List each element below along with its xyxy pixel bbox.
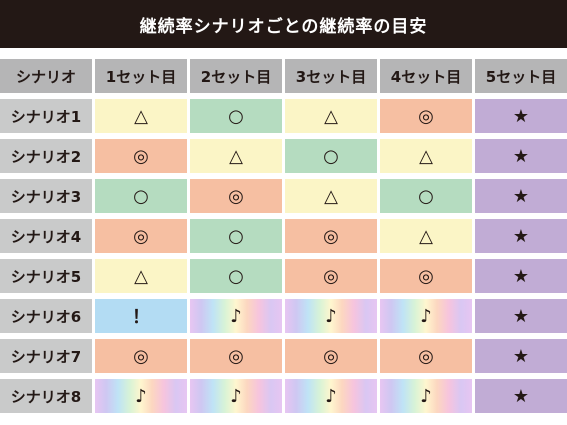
- rating-cell: ♪: [285, 379, 377, 413]
- rating-cell: ○: [190, 99, 282, 133]
- table-title: 継続率シナリオごとの継続率の目安: [0, 0, 567, 48]
- rating-cell: ◎: [285, 339, 377, 373]
- rating-cell: ★: [475, 339, 567, 373]
- rating-cell: ◎: [380, 99, 472, 133]
- row-label: シナリオ8: [0, 379, 92, 413]
- rating-cell: ★: [475, 299, 567, 333]
- rating-cell: △: [380, 219, 472, 253]
- rating-cell: △: [95, 99, 187, 133]
- rating-cell: ○: [380, 179, 472, 213]
- row-label: シナリオ2: [0, 139, 92, 173]
- header-set-1: 1セット目: [95, 59, 187, 93]
- rating-cell: △: [380, 139, 472, 173]
- header-set-5: 5セット目: [475, 59, 567, 93]
- rating-cell: △: [95, 259, 187, 293]
- rating-cell: ◎: [190, 339, 282, 373]
- table-row: シナリオ6！ ♪ ♪ ♪ ★: [0, 299, 567, 333]
- header-set-3: 3セット目: [285, 59, 377, 93]
- rating-cell: ♪: [380, 379, 472, 413]
- table-body: シナリオ1 △ ○ △ ◎ ★ シナリオ2 ◎ △ ○ △ ★ シナリオ3 ○ ◎ △ ○ ★ シナリオ4 ◎ ○ ◎ △ ★…: [0, 99, 567, 413]
- header-row: シナリオ 1セット目 2セット目 3セット目 4セット目 5セット目: [0, 59, 567, 93]
- rating-cell: ○: [190, 259, 282, 293]
- table-row: シナリオ3 ○ ◎ △ ○ ★: [0, 179, 567, 213]
- table-row: シナリオ8 ♪ ♪ ♪ ♪ ★: [0, 379, 567, 413]
- rating-cell: ◎: [285, 219, 377, 253]
- rating-cell: ◎: [95, 339, 187, 373]
- rating-cell: ◎: [190, 179, 282, 213]
- scenario-table: シナリオ 1セット目 2セット目 3セット目 4セット目 5セット目 シナリオ1…: [0, 53, 567, 419]
- header-set-2: 2セット目: [190, 59, 282, 93]
- rating-cell: ♪: [190, 379, 282, 413]
- header-set-4: 4セット目: [380, 59, 472, 93]
- row-label: シナリオ7: [0, 339, 92, 373]
- table-row: シナリオ2 ◎ △ ○ △ ★: [0, 139, 567, 173]
- rating-cell: ★: [475, 139, 567, 173]
- row-label: シナリオ5: [0, 259, 92, 293]
- rating-cell: ★: [475, 259, 567, 293]
- table-row: シナリオ5 △ ○ ◎ ◎ ★: [0, 259, 567, 293]
- table-row: シナリオ7 ◎ ◎ ◎ ◎ ★: [0, 339, 567, 373]
- rating-cell: ◎: [95, 139, 187, 173]
- rating-cell: ♪: [95, 379, 187, 413]
- row-label: シナリオ6: [0, 299, 92, 333]
- rating-cell: ★: [475, 379, 567, 413]
- rating-cell: ★: [475, 219, 567, 253]
- rating-cell: ○: [190, 219, 282, 253]
- row-label: シナリオ1: [0, 99, 92, 133]
- rating-cell: △: [190, 139, 282, 173]
- rating-cell: ◎: [380, 259, 472, 293]
- table-row: シナリオ1 △ ○ △ ◎ ★: [0, 99, 567, 133]
- row-label: シナリオ4: [0, 219, 92, 253]
- rating-cell: ○: [95, 179, 187, 213]
- rating-cell: ！: [95, 299, 187, 333]
- rating-cell: ◎: [95, 219, 187, 253]
- table-row: シナリオ4 ◎ ○ ◎ △ ★: [0, 219, 567, 253]
- header-scenario: シナリオ: [0, 59, 92, 93]
- rating-cell: ◎: [380, 339, 472, 373]
- rating-cell: ♪: [190, 299, 282, 333]
- rating-cell: ♪: [380, 299, 472, 333]
- row-label: シナリオ3: [0, 179, 92, 213]
- rating-cell: △: [285, 179, 377, 213]
- rating-cell: ♪: [285, 299, 377, 333]
- rating-cell: ★: [475, 179, 567, 213]
- rating-cell: △: [285, 99, 377, 133]
- rating-cell: ○: [285, 139, 377, 173]
- rating-cell: ◎: [285, 259, 377, 293]
- rating-cell: ★: [475, 99, 567, 133]
